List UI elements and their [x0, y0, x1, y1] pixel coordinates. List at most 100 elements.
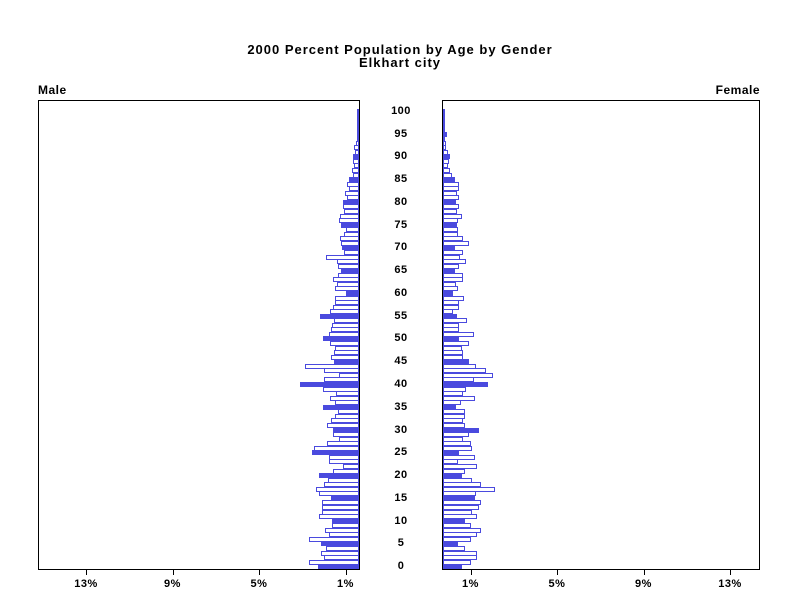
bar-female-age-98	[443, 117, 445, 123]
age-tick-label-80: 80	[394, 195, 408, 208]
bar-male-age-49	[330, 341, 359, 346]
bar-male-age-59	[335, 295, 359, 301]
bar-male-age-5	[320, 541, 359, 547]
bar-male-age-7	[328, 532, 359, 538]
bar-female-age-45	[443, 359, 469, 365]
bar-male-age-64	[337, 272, 359, 278]
female-pct-tick	[730, 570, 731, 575]
bar-female-age-12	[443, 509, 472, 515]
bar-female-age-36	[443, 400, 461, 406]
bar-male-age-99	[357, 113, 359, 119]
bar-female-age-7	[443, 532, 478, 538]
bar-female-age-28	[443, 436, 464, 442]
age-tick-label-15: 15	[394, 491, 408, 504]
bar-male-age-23	[328, 459, 359, 465]
age-tick-label-85: 85	[394, 173, 408, 185]
bar-female-age-42	[443, 372, 494, 378]
bar-male-age-97	[357, 122, 359, 128]
bar-male-age-12	[321, 509, 359, 515]
bar-female-age-74	[443, 227, 458, 233]
bar-male-age-14	[321, 500, 359, 506]
bar-female-age-87	[443, 167, 450, 173]
bar-female-age-23	[443, 459, 458, 465]
bar-male-age-84	[347, 181, 359, 187]
bar-male-age-100	[357, 108, 359, 114]
bar-male-age-52	[331, 327, 359, 333]
bar-female-age-63	[443, 277, 463, 283]
bar-male-age-55	[320, 313, 359, 319]
age-tick-label-90: 90	[394, 150, 408, 163]
bar-female-age-54	[443, 318, 467, 324]
bar-female-age-26	[443, 445, 472, 451]
bar-male-age-65	[340, 268, 359, 274]
bar-female-age-19	[443, 477, 472, 483]
bar-male-age-90	[353, 154, 359, 160]
age-axis: 0 5 10 15 20 25 30 35 40 45 50 55 60 65 70 75 80 85 90 95 10…	[360, 100, 442, 573]
bar-female-age-49	[443, 341, 469, 346]
bar-male-age-9	[332, 523, 359, 529]
bar-female-age-76	[443, 218, 458, 223]
bar-male-age-50	[322, 336, 359, 342]
bar-male-age-77	[339, 213, 359, 219]
bar-female-age-53	[443, 322, 459, 328]
age-tick-label-95: 95	[394, 127, 408, 140]
bar-male-age-22	[343, 464, 359, 469]
bar-female-age-8	[443, 527, 481, 533]
bar-female-age-84	[443, 181, 459, 187]
female-pct-tick-label-13%: 13%	[718, 578, 742, 590]
bar-male-age-83	[349, 186, 359, 192]
bar-male-age-92	[353, 145, 359, 151]
bar-female-age-73	[443, 231, 458, 237]
bar-male-age-18	[323, 482, 359, 488]
bar-male-age-56	[330, 309, 359, 315]
bar-male-age-17	[316, 486, 359, 492]
bar-female-age-88	[443, 163, 449, 169]
bar-female-age-20	[443, 473, 462, 479]
bar-female-age-65	[443, 268, 455, 274]
bar-male-age-63	[332, 277, 359, 283]
bar-female-age-85	[443, 177, 456, 182]
bar-male-age-58	[335, 300, 359, 305]
bar-male-age-3	[321, 550, 359, 556]
male-pct-tick	[345, 570, 347, 575]
bar-female-age-64	[443, 272, 464, 278]
female-pct-tick	[470, 570, 472, 575]
bar-male-age-53	[331, 322, 359, 328]
male-pct-tick-label-5%: 5%	[250, 578, 268, 590]
bar-female-age-35	[443, 404, 456, 410]
bar-female-age-95	[443, 131, 448, 137]
age-tick-label-50: 50	[394, 332, 408, 345]
bar-male-age-51	[328, 331, 359, 337]
bar-female-age-48	[443, 345, 462, 351]
female-pct-tick-label-9%: 9%	[635, 578, 652, 590]
age-tick-label-65: 65	[394, 264, 408, 277]
bar-male-age-72	[340, 236, 359, 242]
bar-male-age-37	[330, 395, 359, 401]
bar-female-age-14	[443, 500, 481, 506]
bar-male-age-93	[356, 140, 359, 146]
female-pct-tick	[557, 570, 558, 575]
bar-female-age-69	[443, 249, 464, 255]
bar-female-age-91	[443, 149, 448, 155]
bar-female-age-89	[443, 158, 449, 164]
bar-female-age-55	[443, 313, 457, 319]
male-pct-tick	[86, 570, 87, 575]
bar-female-age-34	[443, 409, 465, 415]
bar-male-age-11	[319, 514, 359, 520]
age-tick-label-35: 35	[394, 400, 408, 413]
bar-female-age-30	[443, 427, 480, 433]
chart-title: 2000 Percent Population by Age by Gender	[247, 42, 553, 57]
bar-male-age-66	[338, 263, 359, 269]
bar-female-age-72	[443, 236, 464, 242]
bar-female-age-79	[443, 204, 459, 210]
bar-female-age-77	[443, 213, 462, 219]
bar-female-age-75	[443, 222, 457, 228]
bar-female-age-97	[443, 122, 445, 128]
male-pct-tick-label-9%: 9%	[164, 578, 181, 590]
bar-female-age-66	[443, 263, 460, 269]
bar-female-age-83	[443, 186, 460, 192]
bar-male-age-88	[353, 163, 359, 169]
age-tick-label-70: 70	[394, 241, 408, 254]
bar-female-age-21	[443, 468, 465, 474]
